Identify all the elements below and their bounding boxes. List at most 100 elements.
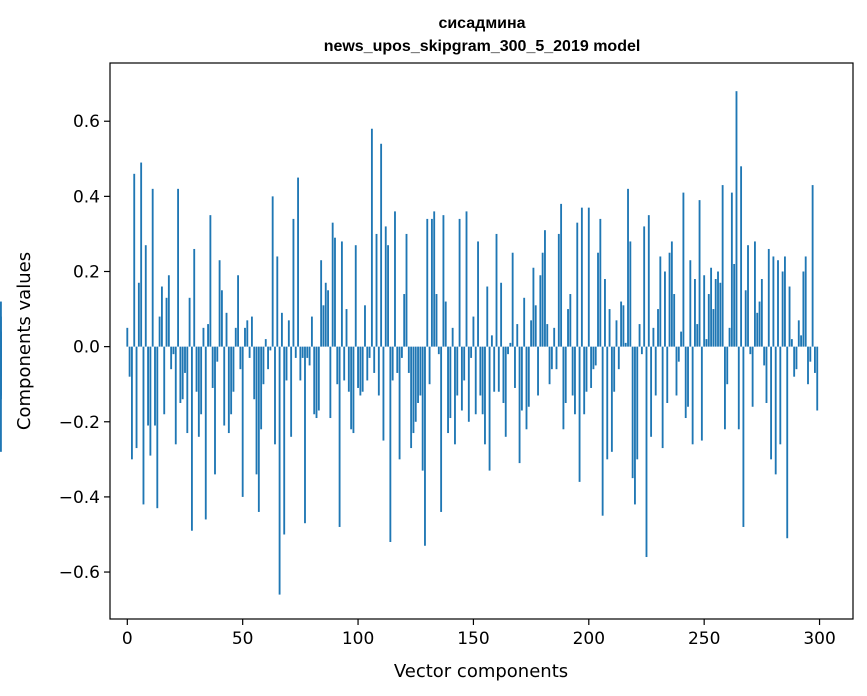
bar-278 — [767, 248, 770, 347]
bar-62 — [269, 346, 272, 351]
bar-164 — [504, 346, 507, 437]
bar-209 — [608, 309, 611, 347]
bar-202 — [592, 346, 595, 370]
bar-150 — [472, 316, 475, 347]
bar-89 — [331, 222, 334, 347]
bar-36 — [209, 215, 212, 347]
y-tick-label-1: −0.4 — [59, 488, 100, 508]
bar-185 — [553, 327, 556, 347]
bar-154 — [481, 346, 484, 415]
bar-232 — [661, 346, 664, 449]
bar-269 — [747, 245, 749, 347]
bar-194 — [574, 346, 576, 415]
bar-186 — [555, 346, 558, 370]
bar-191 — [567, 309, 569, 347]
bar-212 — [615, 320, 618, 347]
bar-250 — [703, 275, 706, 347]
bar-125 — [414, 346, 417, 422]
bar-38 — [214, 346, 216, 475]
bar-83 — [317, 346, 320, 411]
bar-245 — [691, 346, 694, 445]
plot-frame — [109, 62, 854, 620]
bar-99 — [354, 245, 357, 347]
bar-18 — [167, 275, 170, 347]
x-axis-label: Vector components — [394, 661, 568, 682]
bar-68 — [283, 346, 286, 535]
bar-152 — [477, 241, 479, 347]
bar-51 — [244, 327, 246, 347]
bar-235 — [668, 252, 671, 347]
bar-219 — [631, 346, 634, 479]
bar-22 — [177, 188, 179, 347]
bar-33 — [202, 327, 205, 347]
bar-289 — [793, 346, 796, 377]
bar-54 — [250, 316, 253, 347]
bar-59 — [262, 346, 265, 385]
bar-174 — [527, 346, 530, 407]
bar-180 — [541, 252, 544, 347]
bar-279 — [770, 346, 773, 460]
bar-213 — [617, 346, 620, 370]
bar-253 — [710, 267, 713, 347]
bar-81 — [313, 346, 316, 415]
bar-211 — [613, 346, 616, 392]
bar-112 — [384, 226, 387, 347]
x-tick-label-150: 150 — [457, 629, 489, 649]
bar-175 — [530, 320, 533, 347]
bar-286 — [786, 346, 789, 539]
bar-167 — [511, 252, 514, 347]
bar-284 — [781, 271, 784, 347]
bar-188 — [560, 203, 563, 347]
bar-255 — [714, 279, 717, 347]
bar-70 — [287, 320, 290, 347]
bar-234 — [666, 346, 669, 403]
bar-214 — [620, 301, 623, 347]
bar-115 — [391, 346, 394, 381]
bar-243 — [687, 346, 689, 407]
bar-78 — [306, 346, 309, 358]
bar-240 — [680, 331, 683, 347]
bar-241 — [682, 192, 685, 347]
bar-263 — [733, 263, 736, 347]
bar-198 — [583, 346, 586, 415]
bar-197 — [580, 207, 583, 347]
bar-230 — [657, 309, 659, 347]
bar-29 — [193, 248, 196, 347]
bar-276 — [763, 346, 766, 366]
bar-5 — [137, 282, 140, 347]
chart-title-line1: сисадмина — [438, 15, 525, 32]
bar-44 — [227, 346, 230, 434]
bar-281 — [774, 346, 777, 475]
bar-69 — [285, 346, 288, 381]
bar-267 — [742, 346, 745, 527]
bar-285 — [784, 256, 786, 347]
bar-282 — [777, 260, 779, 347]
bar-242 — [684, 346, 687, 419]
bar-74 — [297, 177, 299, 347]
bar-77 — [304, 346, 306, 524]
bar-90 — [334, 237, 336, 347]
bar-181 — [544, 230, 546, 347]
bar-7 — [142, 346, 145, 505]
bar-31 — [197, 346, 200, 437]
bar-60 — [264, 339, 267, 347]
bar-104 — [366, 346, 369, 381]
bar-43 — [225, 312, 228, 347]
bar-41 — [220, 290, 223, 347]
bar-32 — [200, 346, 203, 415]
bar-228 — [652, 327, 655, 347]
bar-272 — [754, 241, 756, 347]
bar-145 — [460, 346, 463, 411]
bar-113 — [387, 245, 389, 347]
bar-299 — [816, 346, 819, 411]
bar-290 — [795, 346, 798, 370]
bar-52 — [246, 320, 249, 347]
bar-48 — [237, 275, 239, 347]
bar-72 — [292, 218, 295, 347]
bar-97 — [350, 346, 353, 430]
bar-94 — [343, 346, 346, 381]
bar-75 — [299, 346, 302, 381]
bar-19 — [170, 346, 173, 370]
bar-260 — [726, 346, 729, 385]
